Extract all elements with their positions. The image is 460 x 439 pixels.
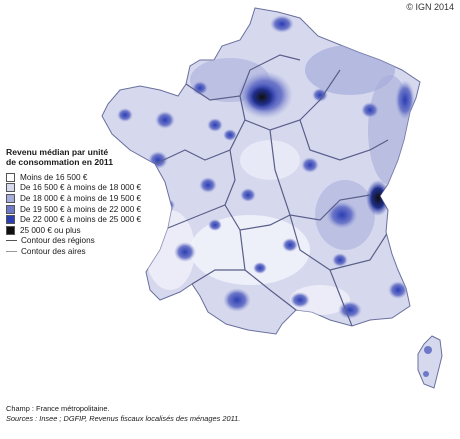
legend-class-label: De 16 500 € à moins de 18 000 € bbox=[20, 183, 142, 193]
legend-class-item: De 22 000 € à moins de 25 000 € bbox=[6, 214, 206, 225]
legend-class-label: Moins de 16 500 € bbox=[20, 172, 88, 182]
legend-class-item: Moins de 16 500 € bbox=[6, 172, 206, 183]
legend-class-label: 25 000 € ou plus bbox=[20, 225, 81, 235]
legend-title-line1: Revenu médian par unité bbox=[6, 147, 109, 157]
legend-class-label: De 18 000 € à moins de 19 500 € bbox=[20, 193, 142, 203]
footer-champ: Champ : France métropolitaine. bbox=[6, 404, 110, 413]
legend-line-item: Contour des régions bbox=[6, 236, 206, 247]
legend-class-item: 25 000 € ou plus bbox=[6, 225, 206, 236]
legend-swatch bbox=[6, 193, 15, 203]
legend-class-item: De 19 500 € à moins de 22 000 € bbox=[6, 204, 206, 215]
copyright-notice: © IGN 2014 bbox=[406, 2, 454, 12]
legend-swatch bbox=[6, 215, 15, 225]
legend-lines: Contour des régions Contour des aires bbox=[6, 236, 206, 257]
legend-title: Revenu médian par unité de consommation … bbox=[6, 147, 206, 167]
footer-sources: Sources : Insee ; DGFIP, Revenus fiscaux… bbox=[6, 414, 241, 423]
legend-line-sample bbox=[6, 240, 17, 242]
legend-title-line2: de consommation en 2011 bbox=[6, 157, 113, 167]
legend-swatch bbox=[6, 183, 15, 193]
legend-line-item: Contour des aires bbox=[6, 246, 206, 257]
legend-line-label: Contour des aires bbox=[21, 246, 86, 256]
map-legend: Revenu médian par unité de consommation … bbox=[6, 147, 206, 257]
legend-swatch bbox=[6, 204, 15, 214]
legend-line-sample bbox=[6, 250, 17, 252]
legend-swatch bbox=[6, 225, 15, 235]
legend-class-item: De 16 500 € à moins de 18 000 € bbox=[6, 183, 206, 194]
legend-swatch bbox=[6, 172, 15, 182]
legend-class-label: De 22 000 € à moins de 25 000 € bbox=[20, 215, 142, 225]
region-contours bbox=[154, 54, 389, 327]
map-footer: Champ : France métropolitaine. Sources :… bbox=[6, 404, 240, 424]
income-texture bbox=[117, 15, 415, 319]
legend-classes: Moins de 16 500 € De 16 500 € à moins de … bbox=[6, 172, 206, 236]
corsica bbox=[417, 335, 443, 389]
legend-class-label: De 19 500 € à moins de 22 000 € bbox=[20, 204, 142, 214]
legend-line-label: Contour des régions bbox=[21, 236, 95, 246]
legend-class-item: De 18 000 € à moins de 19 500 € bbox=[6, 193, 206, 204]
